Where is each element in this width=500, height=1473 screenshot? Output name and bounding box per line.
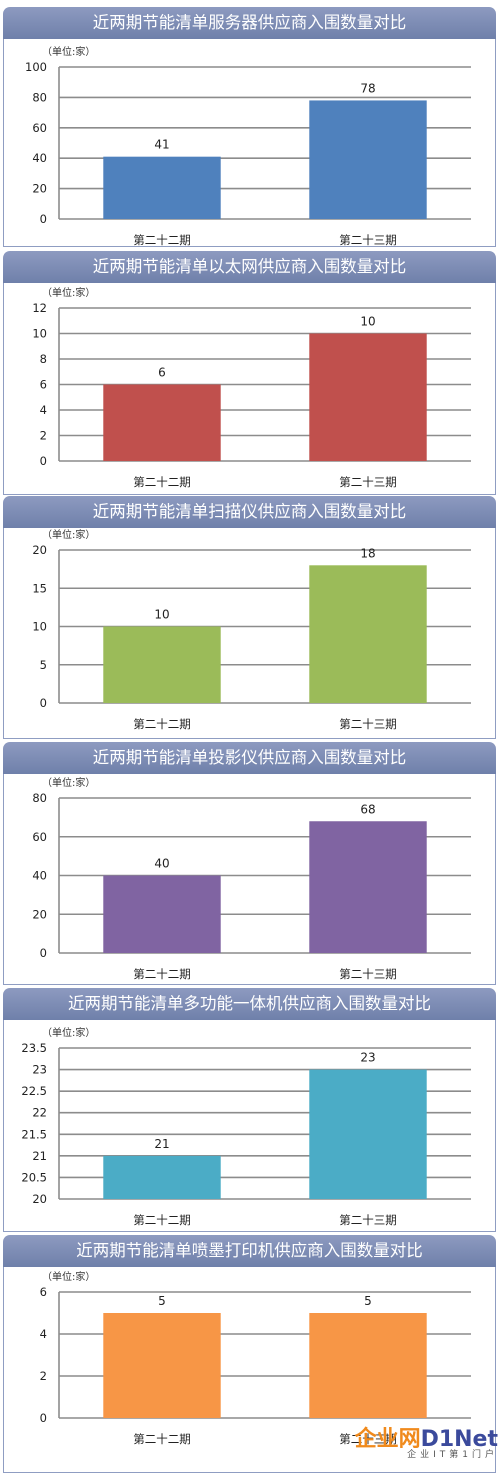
y-tick-label: 80 bbox=[32, 90, 47, 104]
watermark-en: D1Net bbox=[420, 1427, 498, 1452]
x-tick-label: 第二十二期 bbox=[133, 1432, 191, 1446]
bar bbox=[309, 1069, 427, 1199]
chart-svg: （单位:家） 0 2 4 6 8 10 12 6 第二十二期 10 第二十三期 bbox=[32, 286, 471, 489]
y-tick-label: 4 bbox=[40, 1327, 47, 1341]
data-label: 23 bbox=[360, 1051, 375, 1065]
unit-label: （单位:家） bbox=[42, 776, 95, 789]
data-label: 68 bbox=[360, 802, 375, 816]
chart-title: 近两期节能清单喷墨打印机供应商入围数量对比 bbox=[3, 1235, 496, 1267]
y-tick-label: 22 bbox=[32, 1106, 47, 1120]
y-tick-label: 100 bbox=[25, 60, 47, 74]
unit-label: （单位:家） bbox=[42, 528, 95, 541]
x-tick-label: 第二十三期 bbox=[339, 1432, 397, 1446]
unit-label: （单位:家） bbox=[42, 1270, 95, 1283]
chart-title: 近两期节能清单投影仪供应商入围数量对比 bbox=[3, 742, 496, 774]
data-label: 40 bbox=[154, 857, 169, 871]
y-tick-label: 20 bbox=[32, 907, 47, 921]
chart-title: 近两期节能清单以太网供应商入围数量对比 bbox=[3, 251, 496, 283]
chart-area: （单位:家） 0 5 10 15 20 10 第二十二期 18 第二十三期 bbox=[3, 528, 496, 739]
bar bbox=[309, 1313, 427, 1418]
chart-title: 近两期节能清单多功能一体机供应商入围数量对比 bbox=[3, 988, 496, 1020]
watermark-logo: 企业网D1Net 企业IT第1门户 bbox=[355, 1429, 498, 1461]
data-label: 41 bbox=[154, 138, 169, 152]
bar bbox=[309, 821, 427, 953]
chart-area: （单位:家） 0 2 4 6 8 10 12 6 第二十二期 10 第二十三期 bbox=[3, 283, 496, 495]
y-tick-label: 10 bbox=[32, 620, 47, 634]
bar bbox=[309, 565, 427, 703]
y-tick-label: 10 bbox=[32, 327, 47, 341]
x-tick-label: 第二十三期 bbox=[339, 717, 397, 731]
y-tick-label: 22.5 bbox=[21, 1084, 47, 1098]
y-tick-label: 23.5 bbox=[21, 1041, 47, 1055]
bar bbox=[103, 626, 221, 703]
chart-title: 近两期节能清单扫描仪供应商入围数量对比 bbox=[3, 496, 496, 528]
y-tick-label: 60 bbox=[32, 830, 47, 844]
y-tick-label: 4 bbox=[40, 403, 47, 417]
data-label: 6 bbox=[158, 366, 166, 380]
y-tick-label: 0 bbox=[40, 946, 47, 960]
chart-area: （单位:家） 20 20.5 21 21.5 22 22.5 23 23.5 21 第二十二期 23 第… bbox=[3, 1020, 496, 1232]
y-tick-label: 2 bbox=[40, 429, 47, 443]
y-tick-label: 0 bbox=[40, 1411, 47, 1425]
y-tick-label: 0 bbox=[40, 212, 47, 226]
y-tick-label: 40 bbox=[32, 151, 47, 165]
data-label: 5 bbox=[158, 1294, 166, 1308]
y-tick-label: 6 bbox=[40, 1285, 47, 1299]
y-tick-label: 2 bbox=[40, 1369, 47, 1383]
data-label: 21 bbox=[154, 1137, 169, 1151]
unit-label: （单位:家） bbox=[42, 45, 95, 58]
x-tick-label: 第二十三期 bbox=[339, 475, 397, 489]
y-tick-label: 15 bbox=[32, 581, 47, 595]
bar bbox=[103, 875, 221, 953]
chart-area: （单位:家） 0 20 40 60 80 40 第二十二期 68 第二十三期 bbox=[3, 774, 496, 985]
y-tick-label: 23 bbox=[32, 1063, 47, 1077]
x-tick-label: 第二十三期 bbox=[339, 233, 397, 246]
chart-svg: （单位:家） 0 20 40 60 80 100 41 第二十二期 78 第二十三期 bbox=[25, 45, 471, 246]
x-tick-label: 第二十二期 bbox=[133, 717, 191, 731]
data-label: 10 bbox=[360, 315, 375, 329]
unit-label: （单位:家） bbox=[42, 1026, 95, 1039]
data-label: 78 bbox=[360, 81, 375, 95]
bar bbox=[103, 1313, 221, 1418]
y-tick-label: 6 bbox=[40, 378, 47, 392]
bar bbox=[103, 1155, 221, 1199]
y-tick-label: 60 bbox=[32, 121, 47, 135]
y-tick-label: 80 bbox=[32, 791, 47, 805]
y-tick-label: 21 bbox=[32, 1149, 47, 1163]
y-tick-label: 20 bbox=[32, 543, 47, 557]
data-label: 10 bbox=[154, 608, 169, 622]
y-tick-label: 0 bbox=[40, 696, 47, 710]
y-tick-label: 20 bbox=[32, 1192, 47, 1206]
bar bbox=[103, 384, 221, 461]
unit-label: （单位:家） bbox=[42, 286, 95, 299]
x-tick-label: 第二十二期 bbox=[133, 233, 191, 246]
y-tick-label: 40 bbox=[32, 869, 47, 883]
x-tick-label: 第二十二期 bbox=[133, 475, 191, 489]
watermark-cn: 企业网 bbox=[354, 1427, 421, 1452]
x-tick-label: 第二十三期 bbox=[339, 967, 397, 981]
bar bbox=[309, 100, 427, 219]
x-tick-label: 第二十三期 bbox=[339, 1213, 397, 1227]
y-tick-label: 12 bbox=[32, 301, 47, 315]
chart-title: 近两期节能清单服务器供应商入围数量对比 bbox=[3, 7, 496, 39]
y-tick-label: 20 bbox=[32, 182, 47, 196]
bar bbox=[309, 333, 427, 461]
y-tick-label: 20.5 bbox=[21, 1170, 47, 1184]
bar bbox=[103, 156, 221, 219]
chart-svg: （单位:家） 0 20 40 60 80 40 第二十二期 68 第二十三期 bbox=[32, 776, 471, 981]
x-tick-label: 第二十二期 bbox=[133, 967, 191, 981]
y-tick-label: 0 bbox=[40, 454, 47, 468]
watermark-sub: 企业IT第1门户 bbox=[407, 1450, 498, 1460]
chart-area: （单位:家） 0 20 40 60 80 100 41 第二十二期 78 第二十三期 bbox=[3, 39, 496, 247]
chart-svg: （单位:家） 0 2 4 6 5 第二十二期 5 第二十三期 bbox=[40, 1270, 471, 1446]
data-label: 5 bbox=[364, 1294, 372, 1308]
y-tick-label: 8 bbox=[40, 352, 47, 366]
chart-svg: （单位:家） 20 20.5 21 21.5 22 22.5 23 23.5 21 第二十二期 23 第… bbox=[21, 1026, 471, 1227]
chart-svg: （单位:家） 0 5 10 15 20 10 第二十二期 18 第二十三期 bbox=[32, 528, 471, 731]
x-tick-label: 第二十二期 bbox=[133, 1213, 191, 1227]
y-tick-label: 21.5 bbox=[21, 1127, 47, 1141]
y-tick-label: 5 bbox=[40, 658, 47, 672]
data-label: 18 bbox=[360, 546, 375, 560]
